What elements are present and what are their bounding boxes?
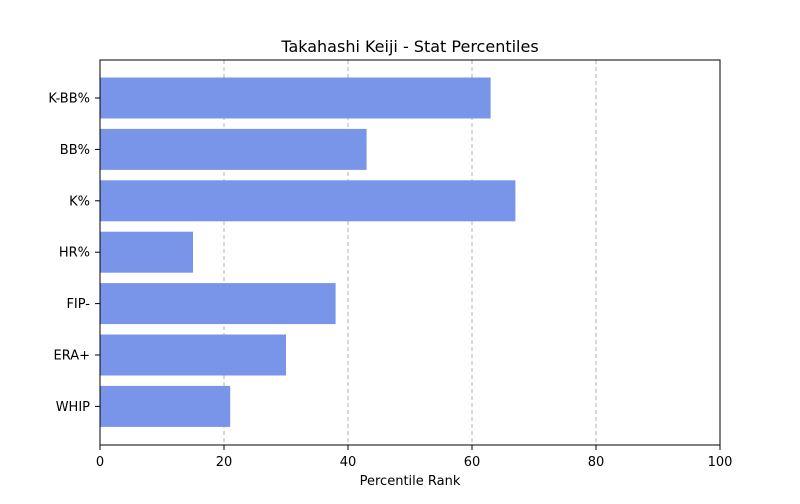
y-tick-label: BB% — [60, 143, 90, 158]
x-tick-label: 100 — [708, 455, 733, 470]
x-tick-label: 0 — [96, 455, 104, 470]
bar — [100, 231, 193, 273]
bar — [100, 128, 367, 170]
y-tick-label: ERA+ — [53, 349, 90, 364]
y-tick-label: K-BB% — [48, 92, 90, 107]
bar — [100, 334, 286, 376]
x-tick-label: 40 — [340, 455, 357, 470]
y-tick-label: WHIP — [56, 400, 90, 415]
y-tick-label: K% — [69, 194, 90, 209]
grid-lines — [223, 60, 597, 445]
x-tick-label: 80 — [588, 455, 605, 470]
chart-title: Takahashi Keiji - Stat Percentiles — [280, 37, 538, 56]
y-ticks: K-BB% BB% K% HR% FIP- ERA+ WHIP — [48, 92, 100, 415]
x-ticks: 0 20 40 60 80 100 — [96, 445, 733, 470]
x-tick-label: 60 — [464, 455, 481, 470]
bars — [100, 77, 516, 427]
bar — [100, 283, 336, 325]
bar — [100, 77, 491, 119]
bar — [100, 385, 231, 427]
x-axis-label: Percentile Rank — [360, 474, 461, 489]
x-tick-label: 20 — [216, 455, 233, 470]
y-tick-label: HR% — [59, 246, 90, 261]
y-tick-label: FIP- — [66, 297, 90, 312]
bar — [100, 180, 516, 222]
